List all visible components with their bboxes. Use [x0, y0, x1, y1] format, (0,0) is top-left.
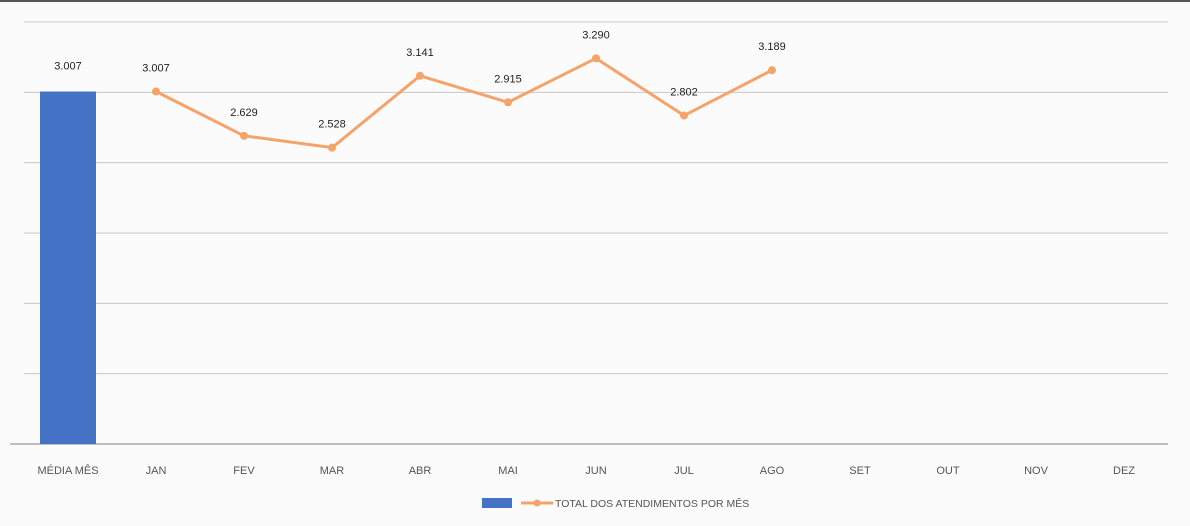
legend-bar-swatch: [482, 498, 512, 508]
data-label-point: 2.528: [318, 119, 346, 131]
data-label-media-mes: 3.007: [54, 61, 82, 73]
data-label-point: 3.290: [582, 29, 610, 41]
series-point: [768, 66, 776, 75]
x-tick-label: MAI: [498, 465, 518, 477]
legend-line-label: TOTAL DOS ATENDIMENTOS POR MÊS: [555, 497, 749, 510]
data-labels: 3.007 3.007 2.629 2.528 3.141 2.915 3.290 2.802…: [54, 29, 786, 130]
x-tick-label: FEV: [233, 465, 255, 477]
series-line: [154, 56, 774, 150]
line-series-layer: [152, 54, 776, 152]
data-label-point: 2.629: [230, 107, 258, 119]
legend-line-marker: [533, 499, 541, 507]
data-label-point: 2.915: [494, 73, 522, 85]
data-label-point: 3.007: [142, 63, 170, 75]
x-tick-label: MÉDIA MÊS: [37, 464, 98, 477]
data-label-point: 2.802: [670, 87, 698, 99]
series-point: [328, 143, 336, 152]
series-point: [152, 87, 160, 96]
x-tick-label: AGO: [760, 465, 785, 477]
series-point: [240, 131, 248, 140]
data-label-point: 3.189: [758, 41, 786, 53]
x-tick-label: OUT: [936, 465, 960, 477]
x-tick-label: JUL: [674, 465, 694, 477]
x-tick-label: DEZ: [1113, 465, 1135, 477]
series-point: [504, 98, 512, 107]
x-tick-label: ABR: [409, 465, 432, 477]
x-tick-label: JUN: [585, 465, 606, 477]
grid-lines: [10, 21, 1168, 445]
series-point: [680, 111, 688, 120]
series-point: [592, 54, 600, 63]
bar-layer: [40, 91, 96, 444]
x-tick-label: JAN: [146, 465, 167, 477]
bar-media-mes: [40, 91, 96, 444]
x-axis-ticks: MÉDIA MÊS JAN FEV MAR ABR MAI JUN JUL AGO SET OUT N…: [37, 464, 1135, 477]
series-point: [416, 71, 424, 80]
x-tick-label: SET: [849, 465, 871, 477]
x-tick-label: MAR: [320, 465, 345, 477]
x-tick-label: NOV: [1024, 465, 1049, 477]
data-label-point: 3.141: [406, 47, 434, 59]
legend: TOTAL DOS ATENDIMENTOS POR MÊS: [482, 497, 749, 510]
